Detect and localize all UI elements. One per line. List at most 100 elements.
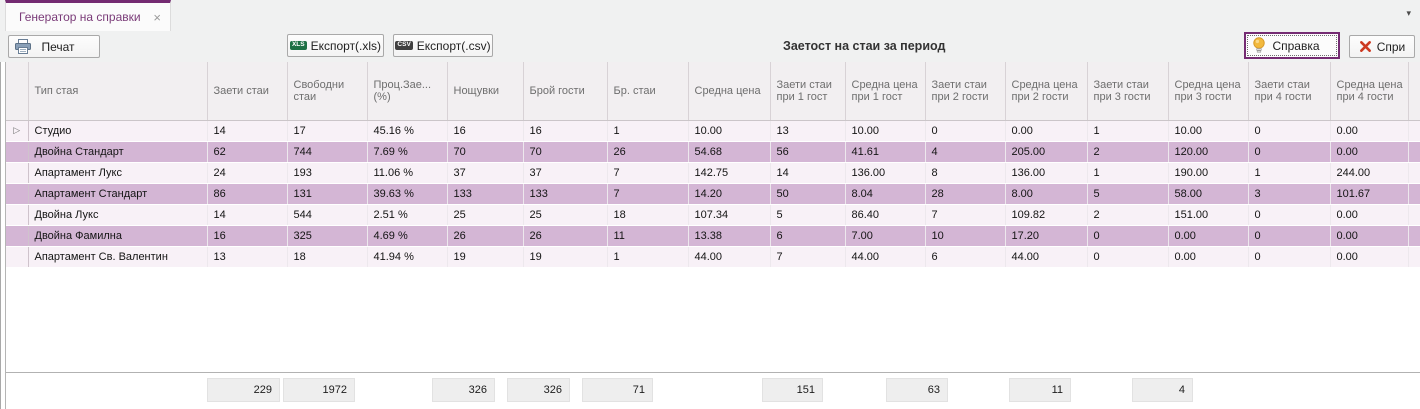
tab-overflow-chevron-icon[interactable]: ▾ xyxy=(1406,8,1411,18)
table-row[interactable]: Апартамент Стандарт 86 131 39.63 % 133 133 7 14… xyxy=(6,183,1420,205)
cell[interactable]: 1 xyxy=(1087,120,1169,142)
column-header-1[interactable]: Тип стая xyxy=(28,62,208,121)
cell[interactable]: 5 xyxy=(1087,183,1169,205)
cell[interactable]: 16 xyxy=(523,120,608,142)
cell[interactable]: 244.00 xyxy=(1330,162,1409,184)
column-header-3[interactable]: Свободни стаи xyxy=(287,62,368,121)
cell[interactable]: 0 xyxy=(925,120,1006,142)
run-report-button[interactable]: Справка xyxy=(1244,32,1340,59)
export-xls-button[interactable]: XLS Експорт(.xls) xyxy=(287,34,384,57)
cell[interactable]: 44.00 xyxy=(688,246,771,268)
cell[interactable]: 0.00 xyxy=(1168,246,1249,268)
cell[interactable]: 54.68 xyxy=(688,141,771,163)
cell[interactable]: 5 xyxy=(770,204,846,226)
cell[interactable]: Студио xyxy=(28,120,208,142)
column-header-8[interactable]: Средна цена xyxy=(688,62,771,121)
cell[interactable]: 14.20 xyxy=(688,183,771,205)
cell[interactable]: 13 xyxy=(770,120,846,142)
cell[interactable]: 56 xyxy=(770,141,846,163)
cell[interactable]: 7.00 xyxy=(845,225,926,247)
cell[interactable]: Двойна Фамилна xyxy=(28,225,208,247)
cell[interactable]: 142.75 xyxy=(688,162,771,184)
cell[interactable]: 37 xyxy=(447,162,524,184)
column-header-11[interactable]: Заети стаи при 2 гости xyxy=(925,62,1006,121)
cell[interactable]: 6 xyxy=(925,246,1006,268)
cell[interactable]: 41.61 xyxy=(845,141,926,163)
cell[interactable]: 133 xyxy=(447,183,524,205)
stop-button[interactable]: Спри xyxy=(1349,35,1415,58)
cell[interactable]: 0 xyxy=(1248,225,1331,247)
cell[interactable]: 10.00 xyxy=(1168,120,1249,142)
cell[interactable]: 13 xyxy=(207,246,288,268)
table-row[interactable]: Двойна Лукс 14 544 2.51 % 25 25 18 107.34 5 86.40… xyxy=(6,204,1420,226)
cell[interactable]: 26 xyxy=(607,141,689,163)
cell[interactable]: Двойна Стандарт xyxy=(28,141,208,163)
cell[interactable]: 7 xyxy=(770,246,846,268)
cell[interactable]: 11 xyxy=(607,225,689,247)
cell[interactable]: 136.00 xyxy=(1005,162,1088,184)
column-header-14[interactable]: Средна цена при 3 гости xyxy=(1168,62,1249,121)
cell[interactable]: 8.00 xyxy=(1005,183,1088,205)
cell[interactable]: 544 xyxy=(287,204,368,226)
cell[interactable]: 7 xyxy=(607,162,689,184)
cell[interactable]: 4 xyxy=(925,141,1006,163)
cell[interactable]: 86 xyxy=(207,183,288,205)
cell[interactable]: 28 xyxy=(925,183,1006,205)
cell[interactable]: 0.00 xyxy=(1330,120,1409,142)
cell[interactable]: Апартамент Лукс xyxy=(28,162,208,184)
cell[interactable]: 16 xyxy=(447,120,524,142)
cell[interactable]: 41.94 % xyxy=(367,246,448,268)
cell[interactable]: 136.00 xyxy=(845,162,926,184)
tab-close-icon[interactable]: × xyxy=(153,9,161,25)
cell[interactable]: 14 xyxy=(207,204,288,226)
cell[interactable]: 1 xyxy=(1087,162,1169,184)
cell[interactable]: 0.00 xyxy=(1005,120,1088,142)
cell[interactable]: 107.34 xyxy=(688,204,771,226)
table-row[interactable]: Апартамент Лукс 24 193 11.06 % 37 37 7 142.75 14… xyxy=(6,162,1420,184)
cell[interactable]: 50 xyxy=(770,183,846,205)
column-header-2[interactable]: Заети стаи xyxy=(207,62,288,121)
cell[interactable]: 44.00 xyxy=(1005,246,1088,268)
cell[interactable]: 39.63 % xyxy=(367,183,448,205)
cell[interactable]: 10.00 xyxy=(688,120,771,142)
cell[interactable]: 44.00 xyxy=(845,246,926,268)
cell[interactable]: 1 xyxy=(607,246,689,268)
cell[interactable]: 193 xyxy=(287,162,368,184)
cell[interactable]: 17.20 xyxy=(1005,225,1088,247)
cell[interactable]: 19 xyxy=(523,246,608,268)
tab-report-generator[interactable]: Генератор на справки × xyxy=(5,0,171,31)
cell[interactable]: 0 xyxy=(1248,246,1331,268)
cell[interactable]: 62 xyxy=(207,141,288,163)
cell[interactable]: 14 xyxy=(770,162,846,184)
cell[interactable]: 0.00 xyxy=(1330,225,1409,247)
cell[interactable]: 45.16 % xyxy=(367,120,448,142)
table-row[interactable]: Апартамент Св. Валентин 13 18 41.94 % 19 19 1 4… xyxy=(6,246,1420,268)
cell[interactable]: 0.00 xyxy=(1330,204,1409,226)
cell[interactable]: 8 xyxy=(925,162,1006,184)
cell[interactable]: 4.69 % xyxy=(367,225,448,247)
table-row[interactable]: Двойна Стандарт 62 744 7.69 % 70 70 26 54.68 56 4… xyxy=(6,141,1420,163)
cell[interactable]: 1 xyxy=(607,120,689,142)
cell[interactable]: 8.04 xyxy=(845,183,926,205)
cell[interactable]: 86.40 xyxy=(845,204,926,226)
cell[interactable]: 1 xyxy=(1248,162,1331,184)
cell[interactable]: 0 xyxy=(1087,225,1169,247)
cell[interactable]: 0 xyxy=(1248,120,1331,142)
cell[interactable]: 2 xyxy=(1087,204,1169,226)
cell[interactable]: 26 xyxy=(447,225,524,247)
cell[interactable]: 24 xyxy=(207,162,288,184)
column-header-15[interactable]: Заети стаи при 4 гости xyxy=(1248,62,1331,121)
cell[interactable]: 133 xyxy=(523,183,608,205)
cell[interactable]: 101.67 xyxy=(1330,183,1409,205)
column-header-5[interactable]: Нощувки xyxy=(447,62,524,121)
table-row[interactable]: ▷ Студио 14 17 45.16 % 16 16 1 10.00 13 10.00 0 0.00… xyxy=(6,120,1420,142)
cell[interactable]: Апартамент Стандарт xyxy=(28,183,208,205)
cell[interactable]: 325 xyxy=(287,225,368,247)
cell[interactable]: Двойна Лукс xyxy=(28,204,208,226)
cell[interactable]: 0.00 xyxy=(1330,246,1409,268)
cell[interactable]: 26 xyxy=(523,225,608,247)
cell[interactable]: 0.00 xyxy=(1168,225,1249,247)
column-header-7[interactable]: Бр. стаи xyxy=(607,62,689,121)
column-header-6[interactable]: Брой гости xyxy=(523,62,608,121)
cell[interactable]: 120.00 xyxy=(1168,141,1249,163)
